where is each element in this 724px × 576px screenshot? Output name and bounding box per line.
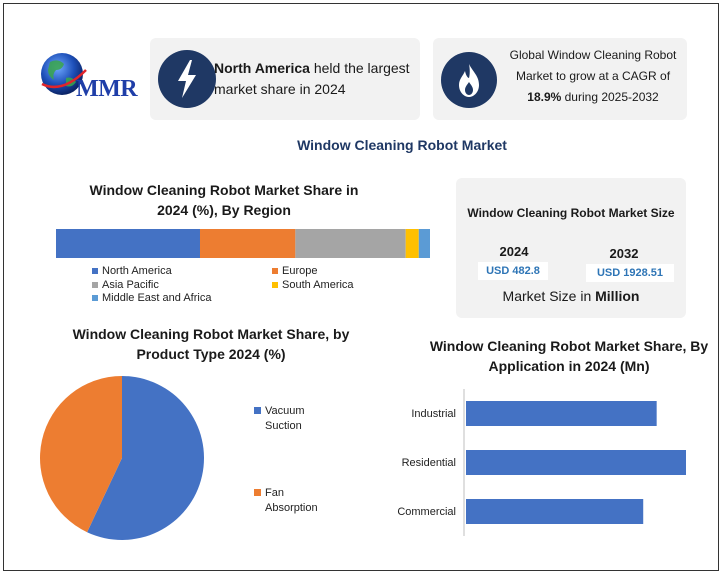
app-category-label-residential: Residential	[402, 457, 456, 469]
region-bar-segment-4	[418, 229, 430, 258]
cagr-line-1: Global Window Cleaning Robot	[509, 48, 677, 62]
highlight-text-region: North America held the largest market sh…	[214, 58, 414, 100]
legend-fan-line2: Absorption	[265, 502, 318, 514]
highlight-bold: North America	[214, 60, 310, 76]
legend-vacuum-line1: Vacuum	[265, 405, 305, 417]
legend-swatch-vacuum	[254, 407, 261, 414]
region-legend-swatch-4	[92, 295, 98, 301]
year-2024: 2024	[499, 244, 529, 259]
application-chart-title: Window Cleaning Robot Market Share, By A…	[429, 338, 709, 374]
app-bar-commercial	[466, 499, 644, 524]
main-title: Window Cleaning Robot Market	[297, 137, 507, 153]
year-2032: 2032	[609, 246, 639, 261]
region-legend-swatch-2	[92, 282, 98, 288]
logo-text: MMR	[76, 76, 138, 102]
region-legend-swatch-3	[272, 282, 278, 288]
region-bar-segment-3	[405, 229, 419, 258]
market-size-unit: Million	[595, 288, 640, 304]
app-category-label-commercial: Commercial	[397, 506, 456, 518]
region-stacked-bar-chart: North America Europe Asia Pacific South Ame…	[56, 229, 430, 304]
cagr-line-2: Market to grow at a CAGR of	[515, 69, 671, 83]
cagr-period: during 2025-2032	[561, 90, 659, 104]
app-category-label-industrial: Industrial	[411, 408, 456, 420]
product-pie-chart	[39, 376, 204, 540]
market-size-title: Window Cleaning Robot Market Size	[467, 206, 675, 220]
market-size-footer: Market Size in Million	[456, 288, 686, 304]
pie-slice-1	[39, 376, 122, 533]
pie-slice-0	[87, 376, 204, 540]
cagr-text: Global Window Cleaning Robot Market to g…	[503, 45, 683, 108]
pie-legend-fan: Fan Absorption	[254, 486, 318, 516]
region-legend-label-0: North America	[102, 265, 173, 277]
pie-legend-vacuum: Vacuum Suction	[254, 404, 305, 434]
legend-fan-line1: Fan	[265, 487, 284, 499]
region-bar-segment-2	[295, 229, 406, 258]
legend-label-vacuum: Vacuum Suction	[265, 404, 305, 434]
region-legend-label-3: South America	[282, 279, 354, 291]
highlight-rest: held the largest market share in 2024	[214, 60, 410, 97]
highlight-card-cagr: Global Window Cleaning Robot Market to g…	[433, 38, 687, 120]
region-legend-label-1: Europe	[282, 265, 317, 277]
flame-icon	[441, 52, 497, 108]
value-2032: USD 1928.51	[586, 264, 674, 282]
value-2024: USD 482.8	[478, 262, 548, 280]
market-size-footer-prefix: Market Size in	[502, 288, 596, 304]
region-legend-label-2: Asia Pacific	[102, 279, 159, 291]
app-bar-industrial	[466, 401, 657, 426]
region-legend-label-4: Middle East and Africa	[102, 292, 212, 304]
mmr-logo: MMR	[38, 48, 148, 108]
infographic-frame: MMR North America held the largest marke…	[3, 3, 719, 571]
region-legend-swatch-1	[272, 268, 278, 274]
legend-vacuum-line2: Suction	[265, 420, 302, 432]
cagr-line-3: 18.9% during 2025-2032	[503, 87, 683, 108]
region-bar-segment-0	[56, 229, 200, 258]
market-size-card: Window Cleaning Robot Market Size 2024 U…	[456, 178, 686, 318]
globe-icon	[41, 53, 87, 95]
legend-swatch-fan	[254, 489, 261, 496]
legend-label-fan: Fan Absorption	[265, 486, 318, 516]
application-bar-chart: Industrial Residential Commercial	[397, 389, 686, 536]
cagr-value: 18.9%	[527, 90, 562, 104]
highlight-card-region: North America held the largest market sh…	[150, 38, 420, 120]
product-chart-title: Window Cleaning Robot Market Share, by P…	[72, 326, 350, 362]
lightning-icon	[158, 50, 216, 108]
region-bar-segment-1	[199, 229, 296, 258]
region-chart-title: Window Cleaning Robot Market Share in 20…	[89, 182, 359, 218]
region-legend-swatch-0	[92, 268, 98, 274]
app-bar-residential	[466, 450, 686, 475]
